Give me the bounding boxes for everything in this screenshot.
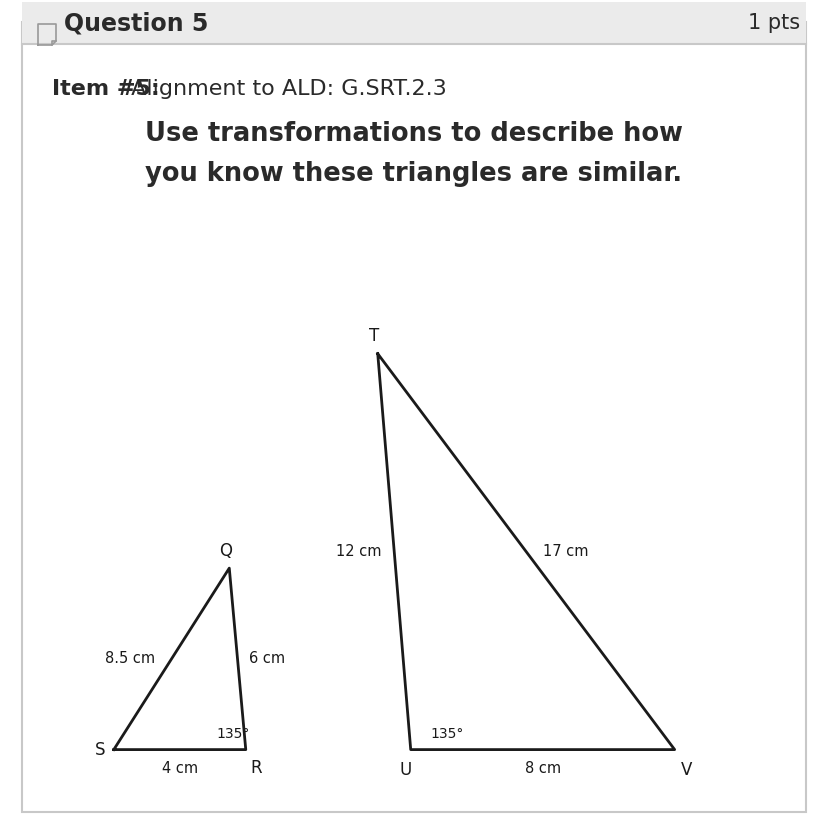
Text: Use transformations to describe how: Use transformations to describe how xyxy=(145,121,682,147)
Text: 12 cm: 12 cm xyxy=(335,544,380,559)
Text: you know these triangles are similar.: you know these triangles are similar. xyxy=(146,161,681,187)
Text: 1 pts: 1 pts xyxy=(747,13,799,33)
Text: R: R xyxy=(251,760,262,777)
Text: Alignment to ALD: G.SRT.2.3: Alignment to ALD: G.SRT.2.3 xyxy=(124,79,447,99)
Text: Item #5:: Item #5: xyxy=(52,79,160,99)
Bar xyxy=(22,2,805,44)
Text: 135°: 135° xyxy=(216,727,249,741)
Text: S: S xyxy=(95,741,105,759)
Text: 17 cm: 17 cm xyxy=(542,544,587,559)
Text: 8.5 cm: 8.5 cm xyxy=(105,651,155,666)
Text: U: U xyxy=(399,761,411,779)
Text: 4 cm: 4 cm xyxy=(161,761,198,776)
Text: Q: Q xyxy=(219,542,232,560)
Text: 8 cm: 8 cm xyxy=(524,761,560,776)
Text: Question 5: Question 5 xyxy=(64,11,208,35)
Text: 135°: 135° xyxy=(430,727,463,741)
Text: 6 cm: 6 cm xyxy=(249,651,284,666)
Text: T: T xyxy=(369,328,379,345)
Text: V: V xyxy=(681,761,691,779)
